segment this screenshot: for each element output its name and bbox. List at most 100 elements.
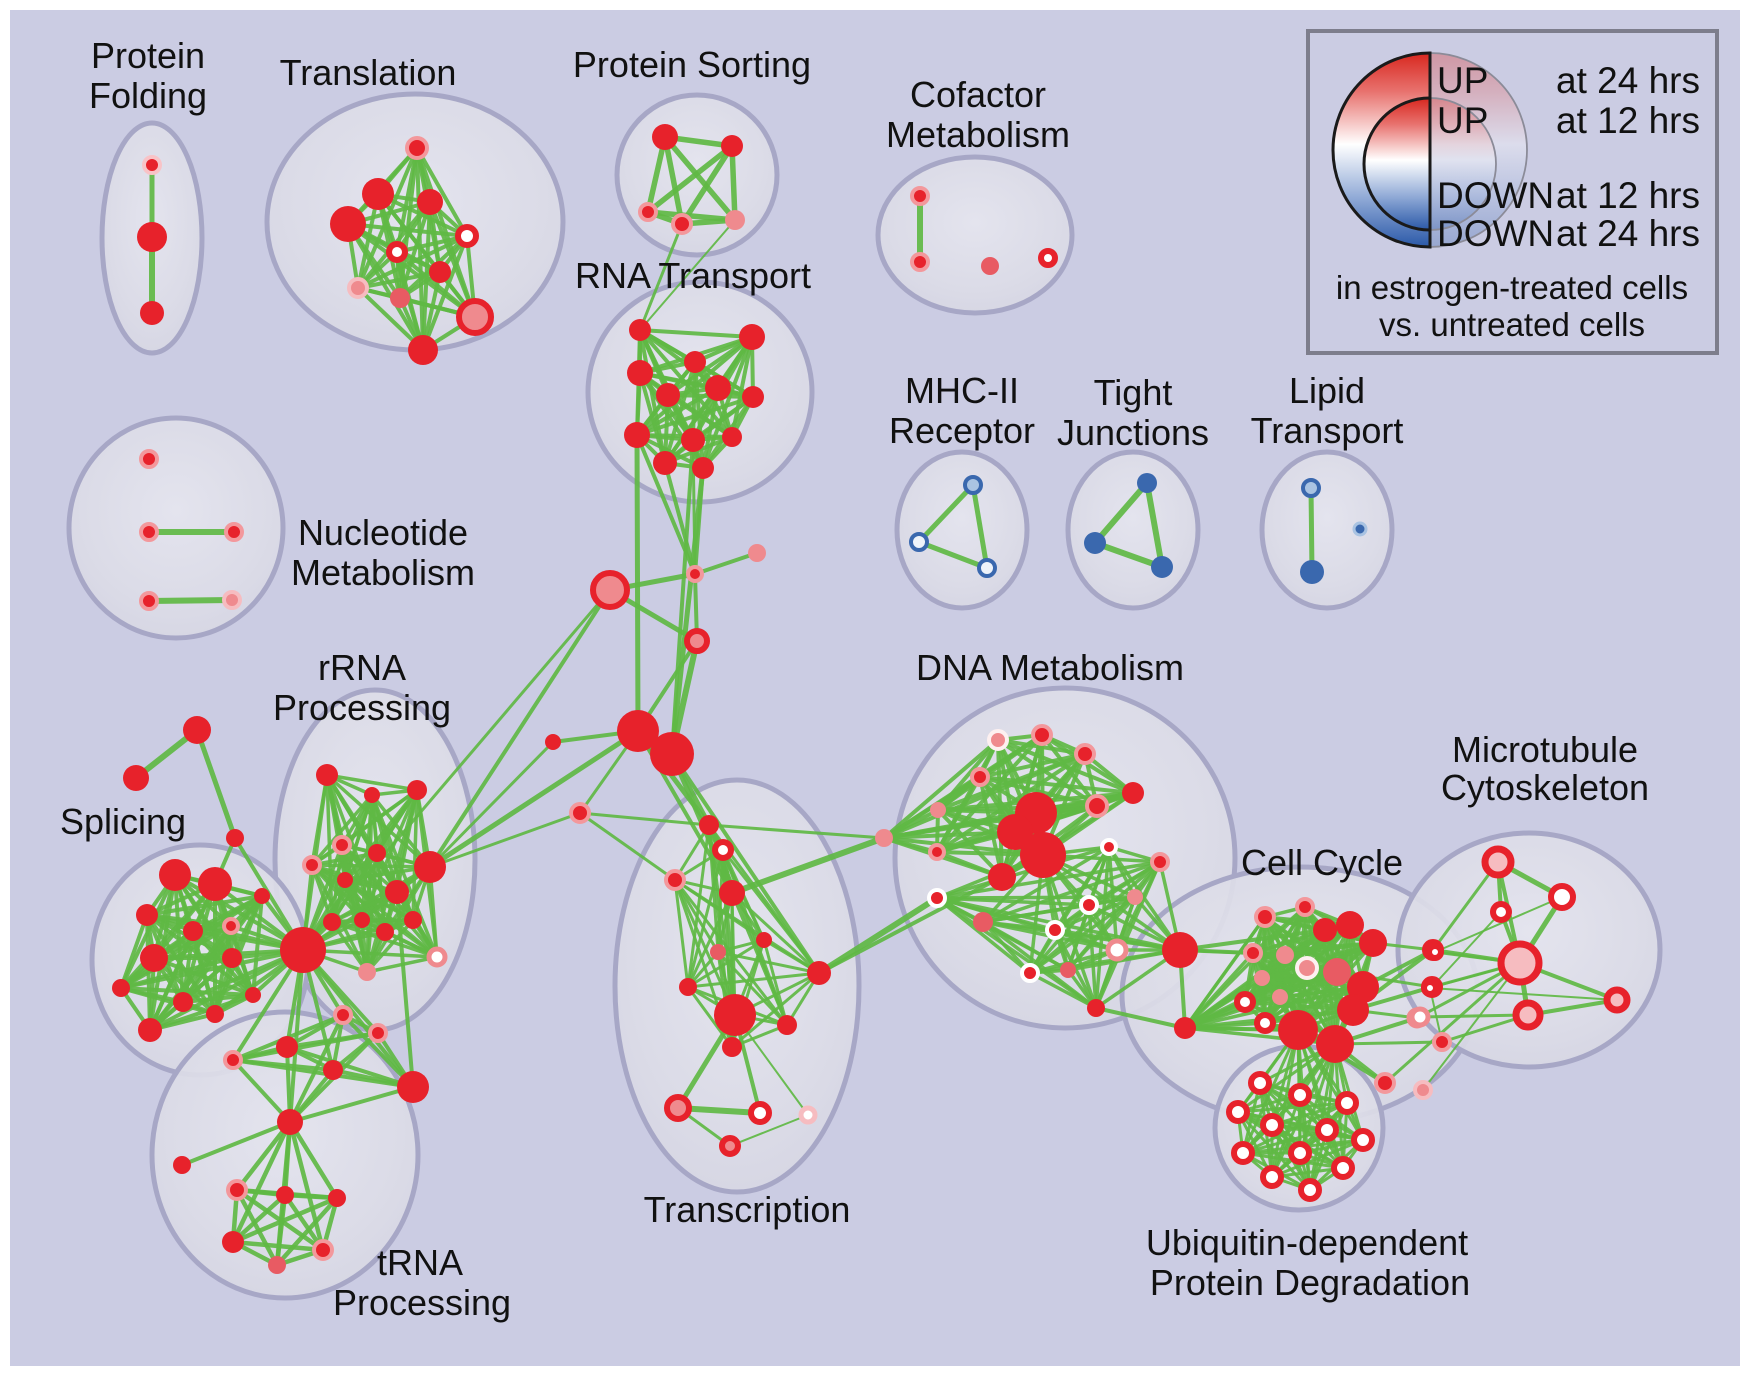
network-mesh-edge [148,894,264,1032]
gene-node-147 [1337,994,1369,1026]
network-mesh-edge [635,386,720,437]
gene-node-2 [140,301,164,325]
gene-node-26 [627,360,653,386]
gene-node-75 [354,912,370,928]
gene-node-126 [973,912,993,932]
cluster-label-rrna-processing: rRNA [318,647,406,688]
gene-node-182 [1137,473,1157,493]
network-mesh-edge [996,738,1099,808]
network-mesh-edge [981,920,1098,1010]
gene-node-70 [368,844,386,862]
gene-node-187 [1352,521,1368,537]
gene-node-33 [653,451,677,475]
network-mesh-edge [1236,1101,1349,1114]
gene-node-5 [417,189,443,215]
network-mesh-edge [310,773,329,867]
gene-node-166 [1288,1141,1312,1165]
network-mesh-edge [325,773,334,924]
gene-node-139 [1243,943,1263,963]
network-mesh-edge [330,920,369,974]
network-mesh-edge [287,1119,326,1253]
network-mesh-edge [310,863,432,869]
gene-node-43 [139,449,159,469]
network-mesh-edge [730,971,821,1049]
gene-node-21 [981,257,999,275]
cluster-label-rna-transport: RNA Transport [575,255,811,296]
gene-node-97 [719,880,745,906]
network-mesh-edge [686,891,734,989]
network-edge [1429,987,1618,1001]
gene-node-148 [1254,1012,1276,1034]
cluster-ellipse-mhc-ii-receptor [894,449,1030,611]
gene-node-122 [928,843,946,861]
network-mesh-edge [981,903,1091,924]
gene-node-135 [1295,897,1315,917]
gene-node-140 [1276,946,1294,964]
network-edge [634,432,641,734]
cluster-label-protein-folding: Folding [89,75,207,116]
network-mesh-edge [234,1119,293,1193]
gene-node-169 [1298,1178,1322,1202]
gene-node-185 [1301,478,1321,498]
gene-node-161 [1226,1100,1250,1124]
network-mesh-edge [981,845,1111,924]
gene-node-78 [426,946,448,968]
gene-node-108 [719,1135,741,1157]
gene-node-177 [1603,986,1631,1014]
network-edge [578,811,677,882]
network-mesh-edge [119,948,305,990]
network-mesh-edge [119,913,149,990]
cluster-label-cell-cycle: Cell Cycle [1241,842,1403,883]
cluster-label-splicing: Splicing [60,801,186,842]
cluster-label-mhc-ii-receptor: Receptor [889,410,1035,451]
gene-node-47 [222,590,242,610]
legend-time-label-0: at 24 hrs [1556,60,1700,101]
gene-node-174 [1497,940,1543,986]
network-edge [1092,540,1165,570]
cluster-label-dna-metabolism: DNA Metabolism [916,647,1184,688]
legend-caption-line-1: vs. untreated cells [1379,306,1645,343]
gene-node-134 [1254,906,1276,928]
gene-node-94 [699,815,719,835]
gene-node-83 [333,1005,353,1025]
network-mesh-edge [119,894,264,990]
legend-inner-ring-right [1429,97,1497,231]
gene-node-136 [1313,918,1337,942]
network-edge [729,835,887,896]
network-edge [1094,1006,1187,1030]
gene-node-129 [1105,938,1129,962]
gene-node-82 [323,1060,343,1080]
gene-node-128 [1045,920,1065,940]
network-edge [1144,480,1165,570]
gene-node-27 [656,383,680,407]
gene-node-120 [988,863,1016,891]
gene-node-53 [136,904,158,926]
gene-node-183 [1084,532,1106,554]
cluster-label-transcription: Transcription [644,1189,851,1230]
network-mesh-edge [287,1119,340,1201]
network-edge [729,1114,809,1147]
network-edge [1335,970,1434,989]
legend-time-label-3: at 24 hrs [1556,213,1700,254]
gene-node-133 [1162,932,1198,968]
network-mesh-edge [310,851,379,867]
gene-node-88 [226,1179,248,1201]
gene-node-173 [1426,943,1444,961]
cluster-ellipse-transcription [612,777,862,1195]
gene-node-32 [722,427,742,447]
cluster-label-lipid-transport: Transport [1251,410,1404,451]
gene-node-56 [140,944,168,972]
gene-node-19 [910,186,930,206]
network-edge [638,222,684,332]
network-mesh-edge [229,924,255,997]
network-mesh-edge [686,823,711,989]
gene-node-8 [386,241,408,263]
gene-node-86 [277,1109,303,1135]
gene-node-50 [226,829,244,847]
cluster-label-microtubule-cytoskeleton: Cytoskeleton [1441,767,1649,808]
network-edge [395,890,415,1089]
gene-node-100 [679,978,697,996]
gene-node-30 [624,422,650,448]
gene-node-176 [1512,999,1544,1031]
network-mesh-edge [882,808,940,840]
